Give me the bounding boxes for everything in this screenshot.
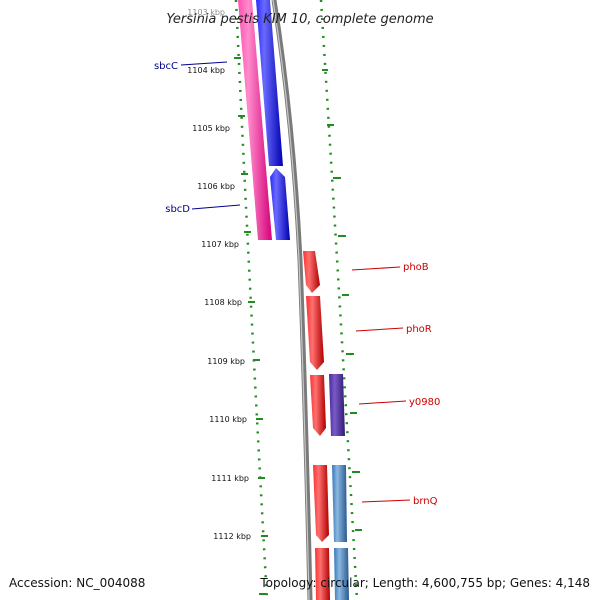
gene-label-sbcD[interactable]: sbcD bbox=[165, 204, 190, 215]
genome-summary: Topology: circular; Length: 4,600,755 bp… bbox=[259, 576, 590, 590]
accession-label: Accession: NC_004088 bbox=[9, 576, 145, 590]
gene-label-y0980[interactable]: y0980 bbox=[409, 397, 440, 408]
kbp-label-1107: 1107 kbp bbox=[201, 240, 239, 249]
right-tick-marks bbox=[322, 69, 362, 531]
kbp-label-1106: 1106 kbp bbox=[197, 182, 235, 191]
kbp-label-1109: 1109 kbp bbox=[207, 357, 245, 366]
tail-steel-feature bbox=[334, 548, 349, 600]
brnQ-neighbor-feature bbox=[332, 465, 347, 542]
phoR-leader bbox=[355, 327, 404, 332]
brnQ-feature bbox=[313, 465, 329, 542]
kbp-label-1104: 1104 kbp bbox=[187, 66, 225, 75]
gene-label-brnQ[interactable]: brnQ bbox=[413, 496, 438, 507]
left-tick-marks bbox=[234, 57, 268, 595]
genome-backbone bbox=[271, 0, 313, 600]
y0980-red-feature bbox=[310, 375, 326, 436]
map-title: Yersinia pestis KIM 10, complete genome bbox=[166, 12, 433, 27]
gene-label-phoB[interactable]: phoB bbox=[403, 262, 429, 273]
sbcC-feature-reverse bbox=[256, 0, 283, 166]
kbp-label-1108: 1108 kbp bbox=[204, 298, 242, 307]
phoB-leader bbox=[351, 266, 401, 271]
kbp-label-1112: 1112 kbp bbox=[213, 532, 251, 541]
gene-label-phoR[interactable]: phoR bbox=[406, 324, 432, 335]
sbcC-leader bbox=[180, 61, 228, 66]
phoB-feature bbox=[303, 251, 320, 293]
y0980-feature bbox=[329, 374, 345, 436]
kbp-label-1110: 1110 kbp bbox=[209, 415, 247, 424]
brnQ-leader bbox=[361, 499, 411, 503]
gene-label-sbcC[interactable]: sbcC bbox=[154, 61, 178, 72]
kbp-label-1111: 1111 kbp bbox=[211, 474, 249, 483]
sbcC-feature-forward bbox=[238, 0, 272, 240]
kbp-label-1105: 1105 kbp bbox=[192, 124, 230, 133]
kbp-label-1103: 1103 kbp bbox=[187, 8, 225, 17]
tail-red-feature bbox=[315, 548, 330, 600]
sbcD-leader bbox=[191, 204, 241, 210]
sbcD-feature-reverse bbox=[270, 168, 290, 240]
phoR-feature bbox=[306, 296, 324, 370]
y0980-leader bbox=[358, 400, 407, 405]
